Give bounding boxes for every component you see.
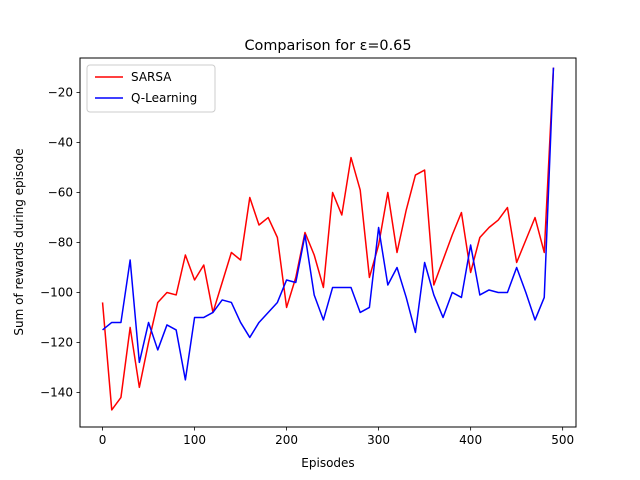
x-tick-label: 300 [367, 433, 390, 447]
y-tick-label: −140 [40, 385, 73, 399]
y-tick-label: −120 [40, 335, 73, 349]
y-tick-label: −60 [48, 186, 73, 200]
plot-area [79, 57, 577, 428]
chart-title: Comparison for ε=0.65 [245, 38, 412, 54]
series-lines [101, 67, 555, 411]
x-tick-label: 500 [551, 433, 574, 447]
series-line-q-learning [102, 67, 555, 381]
legend: SARSA Q-Learning [86, 64, 216, 113]
legend-label-q-learning: Q-Learning [131, 91, 197, 105]
x-tick-label: 0 [99, 433, 107, 447]
legend-label-sarsa: SARSA [131, 70, 172, 84]
x-tick-label: 400 [459, 433, 482, 447]
x-axis-label: Episodes [301, 456, 354, 470]
y-axis-ticks: −140 −120 −100 −80 −60 −40 −20 [40, 86, 80, 399]
x-tick-label: 100 [183, 433, 206, 447]
x-tick-label: 200 [275, 433, 298, 447]
series-line-sarsa [101, 67, 555, 411]
y-axis-label: Sum of rewards during episode [12, 148, 26, 335]
y-tick-label: −40 [48, 136, 73, 150]
y-tick-label: −20 [48, 86, 73, 100]
x-axis-ticks: 0 100 200 300 400 500 [99, 427, 574, 447]
y-tick-label: −80 [48, 236, 73, 250]
y-tick-label: −100 [40, 285, 73, 299]
